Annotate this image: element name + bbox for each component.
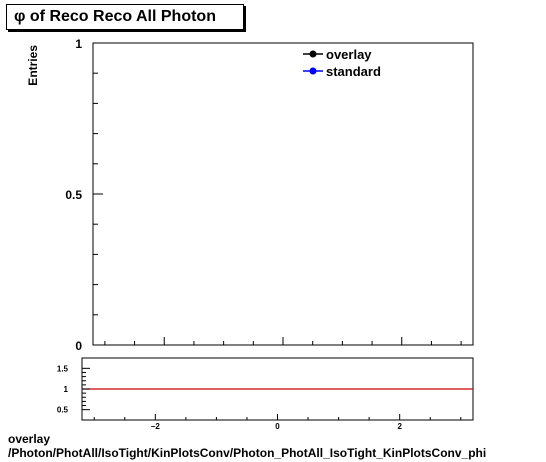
footer-label: overlay: [8, 432, 51, 446]
title-box: φ of Reco Reco All Photon: [6, 4, 244, 30]
x-tick-label: 0: [275, 422, 280, 431]
y-tick-label: 1: [75, 37, 82, 51]
legend-label-standard: standard: [326, 64, 381, 79]
legend-label-overlay: overlay: [326, 47, 372, 62]
legend-marker-overlay: [309, 50, 317, 58]
ratio-y-tick-label: 1: [64, 385, 69, 394]
ratio-y-tick-label: 1.5: [57, 364, 69, 373]
legend-marker-standard: [309, 67, 317, 75]
main-plot-frame: [92, 42, 474, 346]
footer-path: /Photon/PhotAll/IsoTight/KinPlotsConv/Ph…: [8, 446, 487, 460]
y-tick-label: 0.5: [65, 188, 82, 202]
y-axis-label: Entries: [26, 45, 40, 86]
ratio-y-tick-label: 0.5: [57, 406, 69, 415]
chart-title: φ of Reco Reco All Photon: [14, 8, 216, 25]
y-tick-label: 0: [75, 339, 82, 353]
x-tick-label: −2: [151, 422, 161, 431]
x-tick-label: 2: [397, 422, 402, 431]
